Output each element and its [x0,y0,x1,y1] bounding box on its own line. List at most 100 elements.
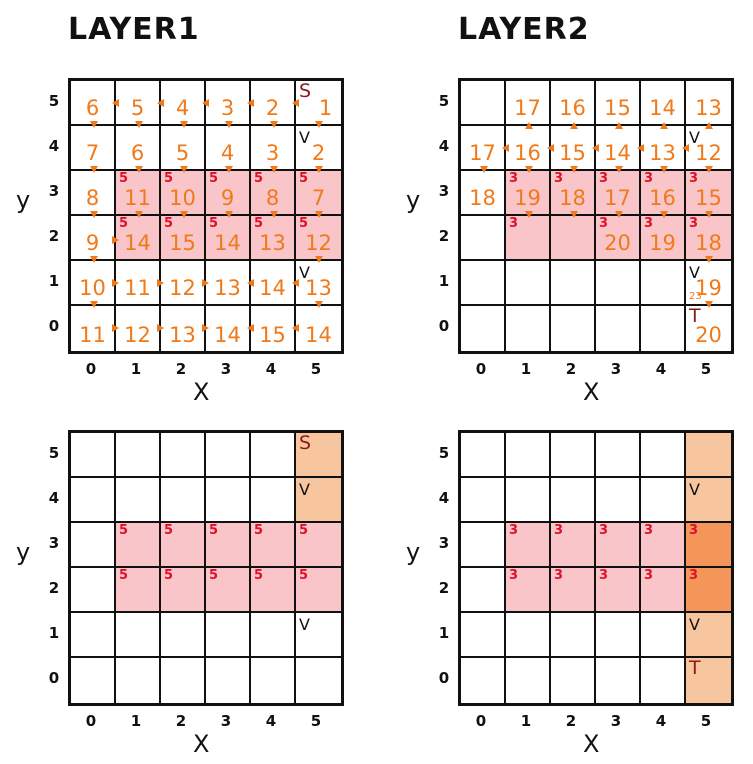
propagation-arrow [570,211,578,218]
grid-cell [641,658,686,703]
wave-number: 17 [604,186,631,210]
x-axis-label: X [583,378,600,406]
wave-number: 14 [214,231,241,255]
x-axis-label: X [583,730,600,758]
grid-cell [296,658,341,703]
grid-cell [551,658,596,703]
grid-cell: 5 13 [251,216,296,261]
cost-badge: 5 [209,523,219,538]
cost-badge: 5 [119,171,129,186]
grid-cell: 14 [251,261,296,306]
y-tick-label: 2 [438,579,450,597]
propagation-arrow [502,144,509,152]
cost-badge: 5 [299,568,309,583]
y-tick-label: 1 [48,624,60,642]
wave-number: 12 [695,141,722,165]
grid-cell: 5 [161,126,206,171]
propagation-arrow [615,211,623,218]
grid-cell: 17 [461,126,506,171]
propagation-arrow [112,99,119,107]
grid-cell [551,613,596,658]
wave-number: 6 [85,96,100,120]
via-cost-label: 23 [689,291,702,302]
grid-cell: 12 [161,261,206,306]
cost-badge: 5 [299,523,309,538]
layer1-search-grid: 6 5 4 3 2 S 1 7 6 5 4 3 V 2 8 5 11 5 10 5 9 5 8 5 7 9 5 14 5 15 5 14 5 13… [68,78,344,354]
propagation-arrow [525,211,533,218]
y-tick-label: 1 [438,624,450,642]
layer2-title: LAYER2 [458,12,590,47]
wave-number: 19 [514,186,541,210]
cost-badge: 3 [644,171,654,186]
y-tick-label: 4 [438,137,450,155]
cost-badge: 5 [119,216,129,231]
x-tick-label: 0 [475,360,487,378]
cost-badge: 3 [689,523,699,538]
grid-cell [551,216,596,261]
cost-badge: 3 [689,216,699,231]
grid-cell [71,658,116,703]
x-tick-label: 2 [565,360,577,378]
wave-number: 3 [220,96,235,120]
grid-cell: 3 [551,568,596,613]
wave-number: 4 [175,96,190,120]
propagation-arrow [682,144,689,152]
grid-cell: 5 [251,523,296,568]
y-tick-label: 1 [48,272,60,290]
propagation-arrow [90,211,98,218]
propagation-arrow [315,121,323,128]
y-axis-label: y [406,186,421,214]
propagation-arrow [660,122,668,129]
grid-cell: 3 18 [551,171,596,216]
grid-cell: 3 [596,523,641,568]
grid-cell: 5 [116,568,161,613]
grid-cell [686,433,731,478]
wave-number: 11 [124,276,151,300]
grid-cell: 3 [686,523,731,568]
x-tick-label: 3 [220,360,232,378]
y-tick-label: 3 [48,182,60,200]
cost-badge: 5 [164,523,174,538]
grid-cell: V [296,478,341,523]
cost-badge: 3 [554,568,564,583]
wave-number: 18 [469,186,496,210]
grid-cell: 3 15 [686,171,731,216]
grid-cell: 9 [71,216,116,261]
grid-cell [116,613,161,658]
propagation-arrow [90,256,98,263]
propagation-arrow [547,144,554,152]
grid-cell: 3 [551,523,596,568]
x-tick-label: 5 [700,712,712,730]
wave-number: 15 [604,96,631,120]
propagation-arrow [180,121,188,128]
propagation-arrow [570,166,578,173]
wave-number: 17 [514,96,541,120]
grid-cell [71,433,116,478]
grid-cell: 3 [596,568,641,613]
grid-cell: 12 [116,306,161,351]
grid-cell [116,658,161,703]
wave-number: 18 [559,186,586,210]
grid-cell: 5 [116,523,161,568]
grid-cell [71,568,116,613]
grid-cell [461,523,506,568]
grid-cell: V [296,613,341,658]
grid-cell: 3 19 [641,216,686,261]
propagation-arrow [270,121,278,128]
propagation-arrow [225,166,233,173]
cost-badge: 3 [599,523,609,538]
layer2-search-grid: 17 16 15 14 13 17 16 15 14 13 V 12 18 3 19 3 18 3 17 3 16 3 15… [458,78,734,354]
grid-cell: 15 [596,81,641,126]
wave-number: 12 [124,323,151,347]
cost-badge: 5 [209,216,219,231]
wave-number: 5 [175,141,190,165]
grid-cell: 3 [206,81,251,126]
x-tick-label: 4 [655,712,667,730]
wave-number: 14 [305,323,332,347]
grid-cell [461,613,506,658]
wave-number: 10 [79,276,106,300]
grid-cell [506,658,551,703]
grid-cell [641,261,686,306]
propagation-arrow [660,211,668,218]
